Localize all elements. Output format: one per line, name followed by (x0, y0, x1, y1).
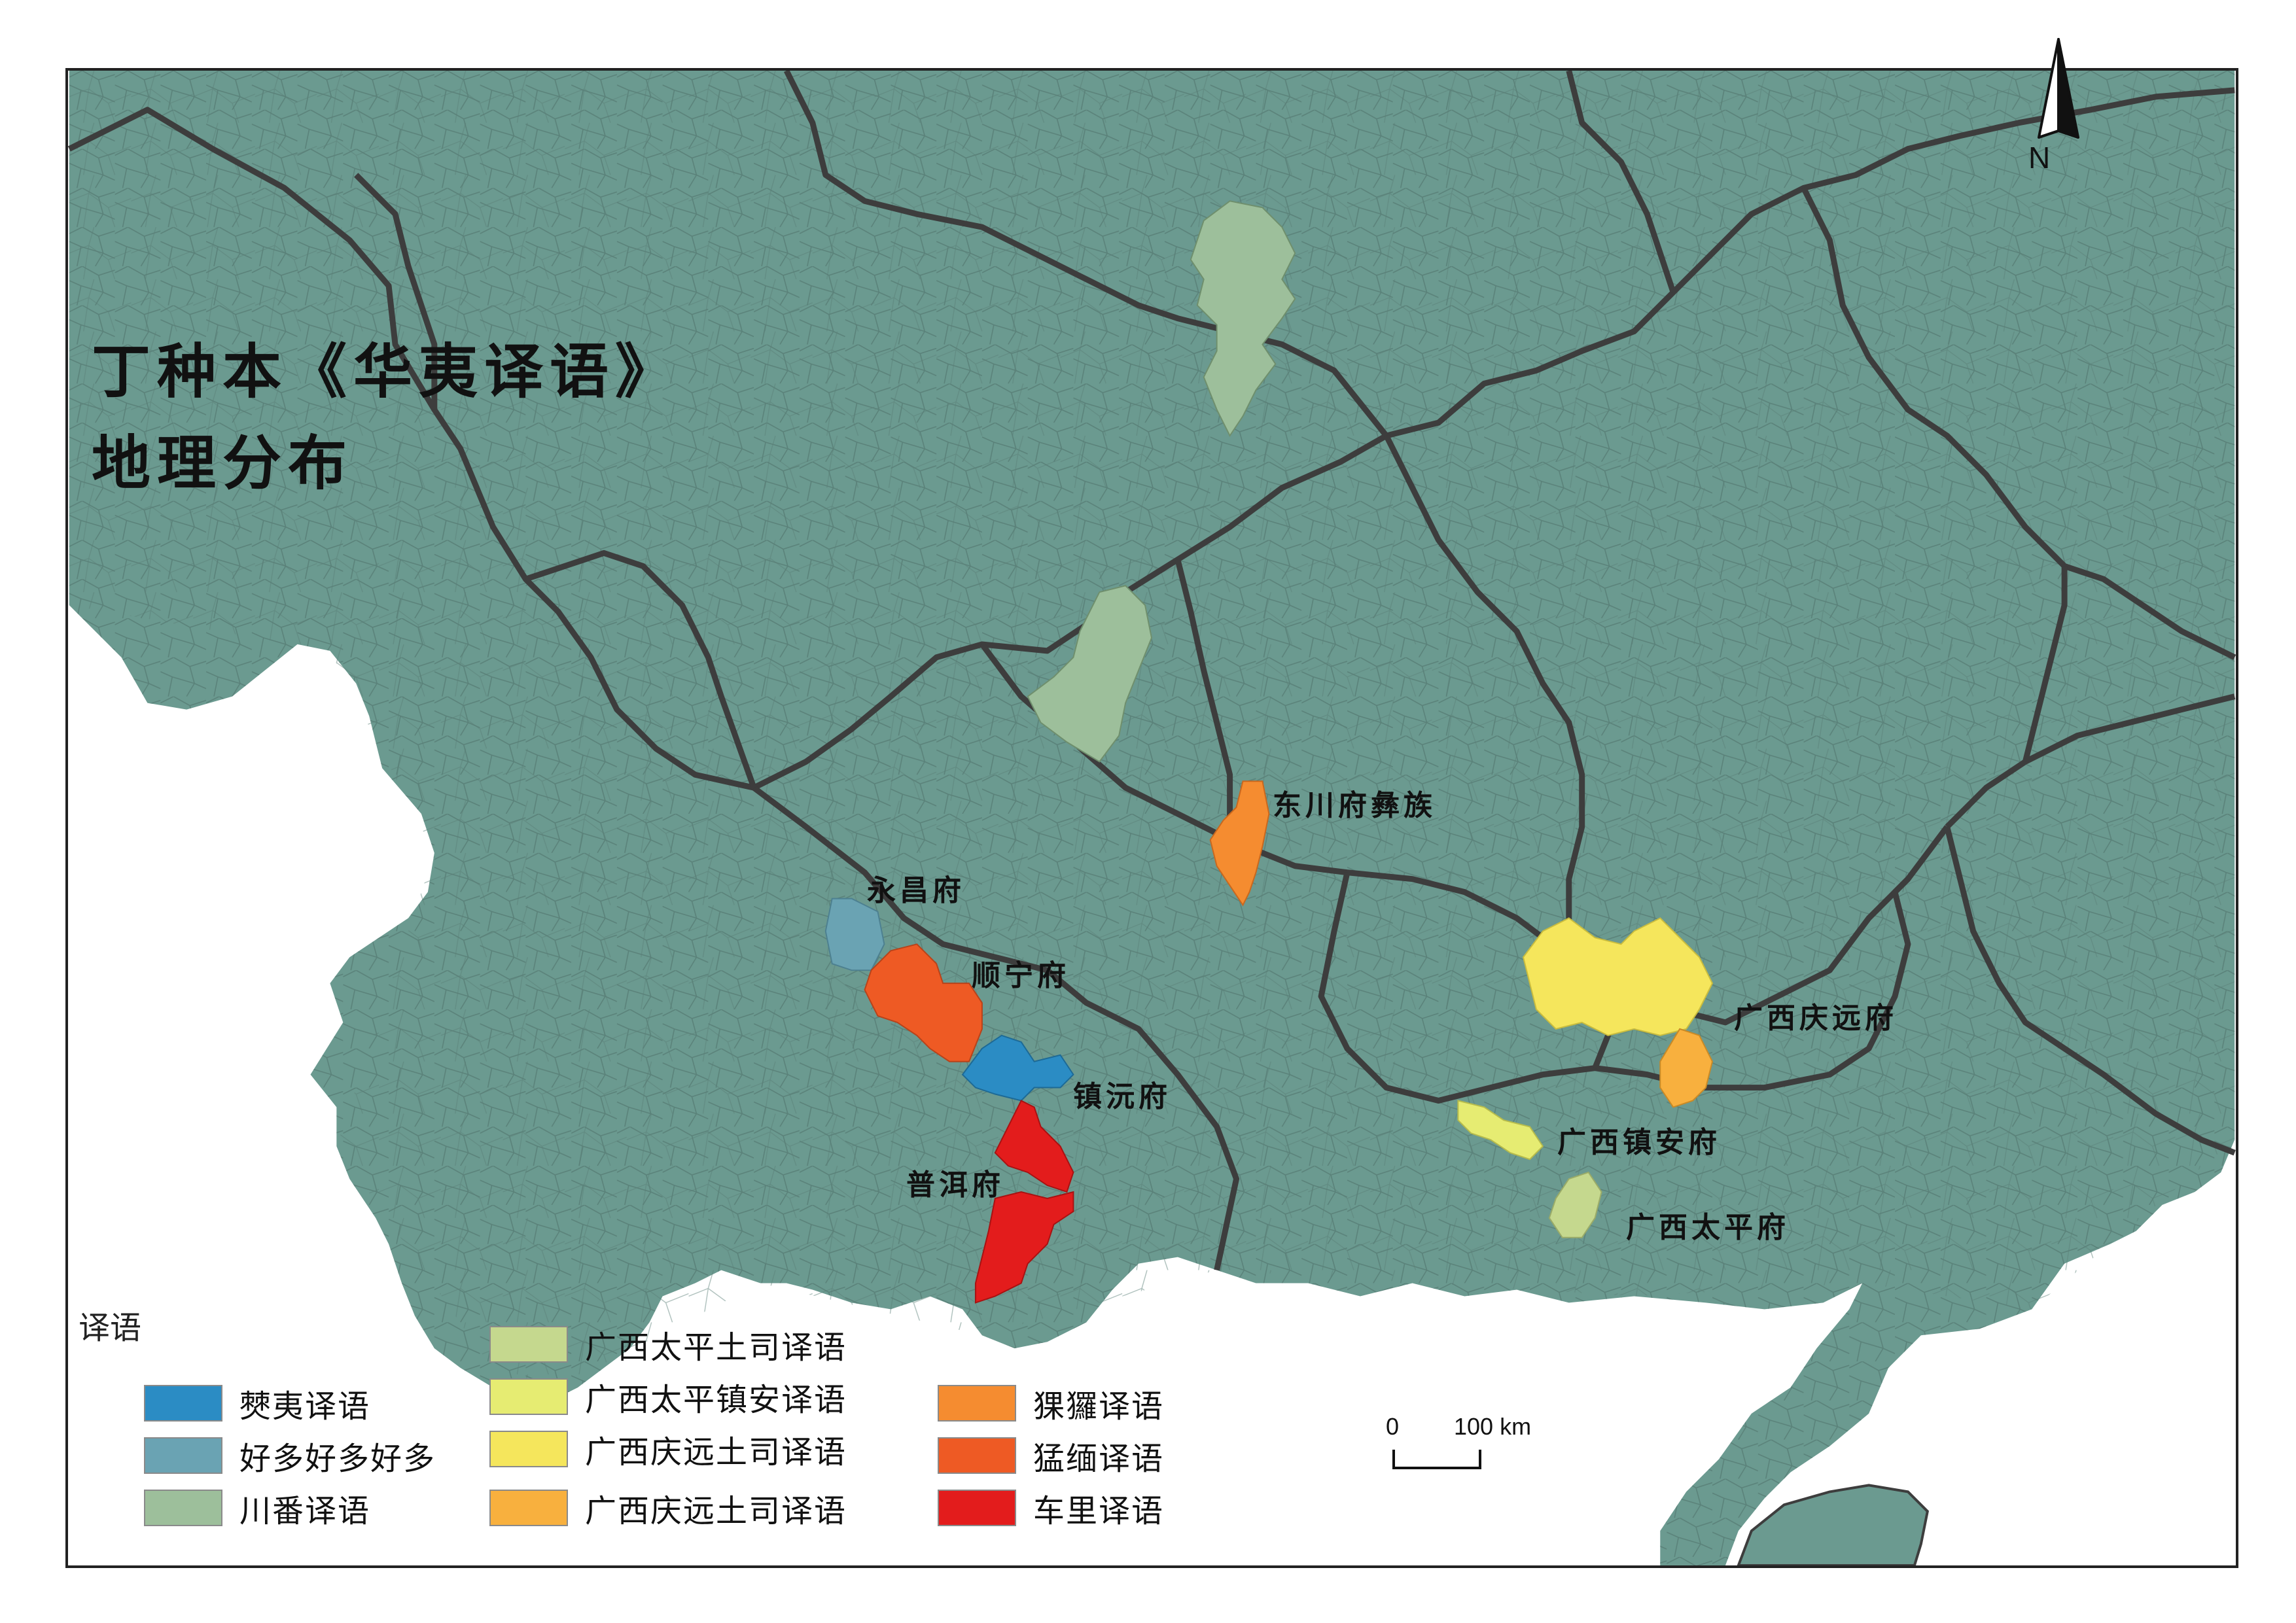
region-luoluo-dongchuan[interactable] (1209, 780, 1270, 907)
region-qingyuan-yellow[interactable] (1522, 917, 1714, 1036)
north-label: N (2028, 141, 2051, 175)
label-dongchuan: 东川府彝族 (1273, 789, 1436, 822)
legend-item: 车里译语 (938, 1485, 1164, 1531)
legend-label: 车里译语 (1033, 1493, 1165, 1529)
legend-item: 僰夷译语 (144, 1380, 370, 1426)
legend-label: 广西太平土司译语 (585, 1329, 847, 1366)
region-cheli-south[interactable] (974, 1191, 1074, 1304)
legend-label: 猓玀译语 (1033, 1388, 1165, 1425)
legend-item: 广西太平土司译语 (489, 1321, 847, 1367)
legend-swatch (489, 1490, 568, 1526)
legend-item: 广西太平镇安译语 (489, 1374, 847, 1420)
region-chuanfan-north[interactable] (1190, 200, 1296, 438)
map-title: 丁种本《华夷译语》 (92, 337, 680, 406)
label-zhenan: 广西镇安府 (1557, 1126, 1721, 1159)
legend-swatch (938, 1437, 1016, 1474)
scale-end: 100 km (1454, 1413, 1532, 1440)
region-qingyuan-orange[interactable] (1659, 1028, 1714, 1108)
legend-title: 译语 (79, 1310, 142, 1346)
north-arrow-icon (2038, 38, 2079, 139)
scale-bar: 0 100 km (1316, 1406, 1578, 1478)
region-mengmian-shunning[interactable] (864, 943, 983, 1062)
legend-item: 广西庆远土司译语 (489, 1426, 847, 1472)
legend-label: 好多好多好多 (239, 1440, 436, 1477)
legend-label: 僰夷译语 (239, 1388, 371, 1425)
legend-item: 广西庆远土司译语 (489, 1485, 847, 1531)
region-taiping[interactable] (1548, 1171, 1602, 1238)
legend-swatch (489, 1431, 568, 1467)
legend-swatch (144, 1385, 222, 1422)
legend-swatch (489, 1378, 568, 1415)
province-borders (68, 71, 2236, 1271)
legend-item: 猓玀译语 (938, 1380, 1164, 1426)
legend-label: 猛缅译语 (1033, 1440, 1165, 1477)
label-zhenyuan: 镇沅府 (1073, 1080, 1171, 1113)
label-taiping: 广西太平府 (1626, 1211, 1790, 1244)
legend-swatch (938, 1490, 1016, 1526)
hainan-island (1737, 1484, 1930, 1565)
label-shunning: 顺宁府 (972, 959, 1070, 992)
legend-swatch (144, 1437, 222, 1474)
region-zhenan[interactable] (1457, 1100, 1544, 1161)
legend-swatch (938, 1385, 1016, 1422)
map-subtitle: 地理分布 (92, 428, 353, 498)
region-cheli-north[interactable] (994, 1100, 1074, 1193)
map-frame (65, 68, 2238, 1568)
legend-swatch (144, 1490, 222, 1526)
legend-item: 川番译语 (144, 1485, 370, 1531)
label-yongchang: 永昌府 (867, 874, 965, 907)
region-chuanfan-south[interactable] (1027, 585, 1153, 763)
legend-label: 川番译语 (239, 1493, 371, 1529)
map-canvas[interactable] (68, 71, 2236, 1565)
legend-label: 广西太平镇安译语 (585, 1382, 847, 1418)
label-qingyuan: 广西庆远府 (1734, 1002, 1898, 1035)
legend-swatch (489, 1326, 568, 1363)
label-puer: 普洱府 (906, 1168, 1004, 1202)
legend-item: 好多好多好多 (144, 1433, 436, 1478)
scale-start: 0 (1386, 1413, 1400, 1440)
legend-label: 广西庆远土司译语 (585, 1493, 847, 1529)
legend-label: 广西庆远土司译语 (585, 1434, 847, 1471)
legend-item: 猛缅译语 (938, 1433, 1164, 1478)
region-baiyi-zhenyuan[interactable] (961, 1034, 1074, 1102)
